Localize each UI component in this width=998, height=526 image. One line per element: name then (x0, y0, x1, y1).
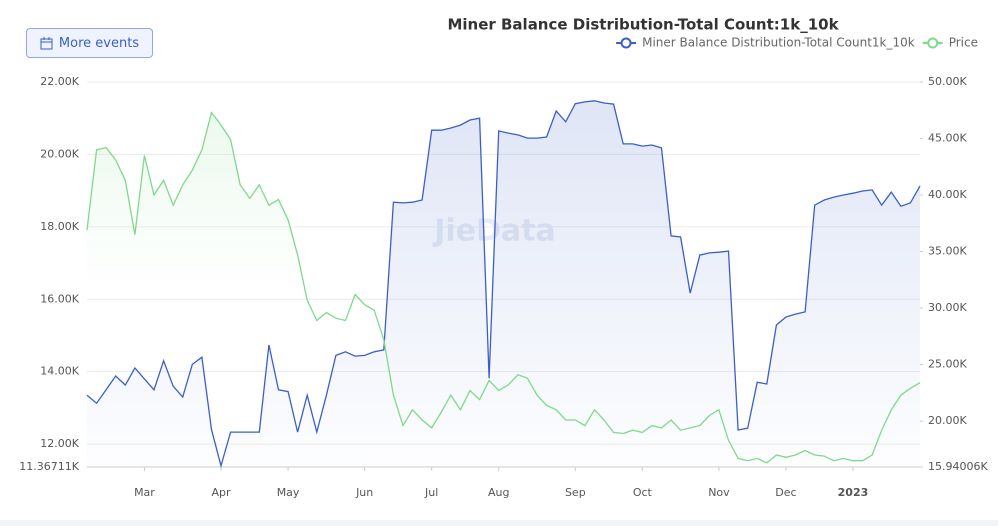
x-tick-label: May (277, 486, 300, 499)
x-tick-label: Dec (775, 486, 796, 499)
button-label: More events (58, 35, 140, 51)
x-tick-label: Mar (134, 486, 155, 499)
x-tick-label: Sep (565, 486, 586, 499)
y-tick-label: 16.00K (40, 292, 79, 305)
y-tick-label: 11.36711K (19, 460, 79, 473)
legend-label: Price (949, 36, 978, 50)
area (87, 112, 920, 467)
more-events-button[interactable]: More events (26, 28, 153, 58)
x-tick-label: 2023 (838, 486, 869, 499)
legend-marker (620, 37, 632, 49)
chart-title: Miner Balance Distribution-Total Count:1… (447, 16, 839, 34)
y2-tick-label: 50.00K (928, 75, 967, 88)
y-tick-label: 18.00K (40, 220, 79, 233)
x-tick-label: Aug (488, 486, 509, 499)
y2-tick-label: 45.00K (928, 132, 967, 145)
y2-tick-label: 40.00K (928, 188, 967, 201)
line (86, 111, 921, 464)
y-tick-label: 14.00K (40, 365, 79, 378)
y2-tick-label: 15.94006K (928, 460, 988, 473)
x-tick-label: Apr (212, 486, 232, 499)
y-tick-label: 20.00K (40, 147, 79, 160)
area (87, 100, 920, 468)
y-tick-label: 22.00K (40, 75, 79, 88)
y-tick-label: 12.00K (40, 437, 79, 450)
y2-tick-label: 25.00K (928, 358, 967, 371)
footer-bar (0, 520, 998, 526)
y2-tick-label: 30.00K (928, 301, 967, 314)
y2-tick-label: 35.00K (928, 245, 967, 258)
x-tick-label: Oct (633, 486, 653, 499)
x-tick-label: Jun (355, 486, 373, 499)
legend-label: Miner Balance Distribution-Total Count1k… (642, 36, 915, 50)
y2-tick-label: 20.00K (928, 414, 967, 427)
legend-marker (927, 37, 939, 49)
calendar-icon (40, 36, 53, 49)
x-tick-label: Nov (708, 486, 730, 499)
x-tick-label: Jul (424, 486, 438, 499)
